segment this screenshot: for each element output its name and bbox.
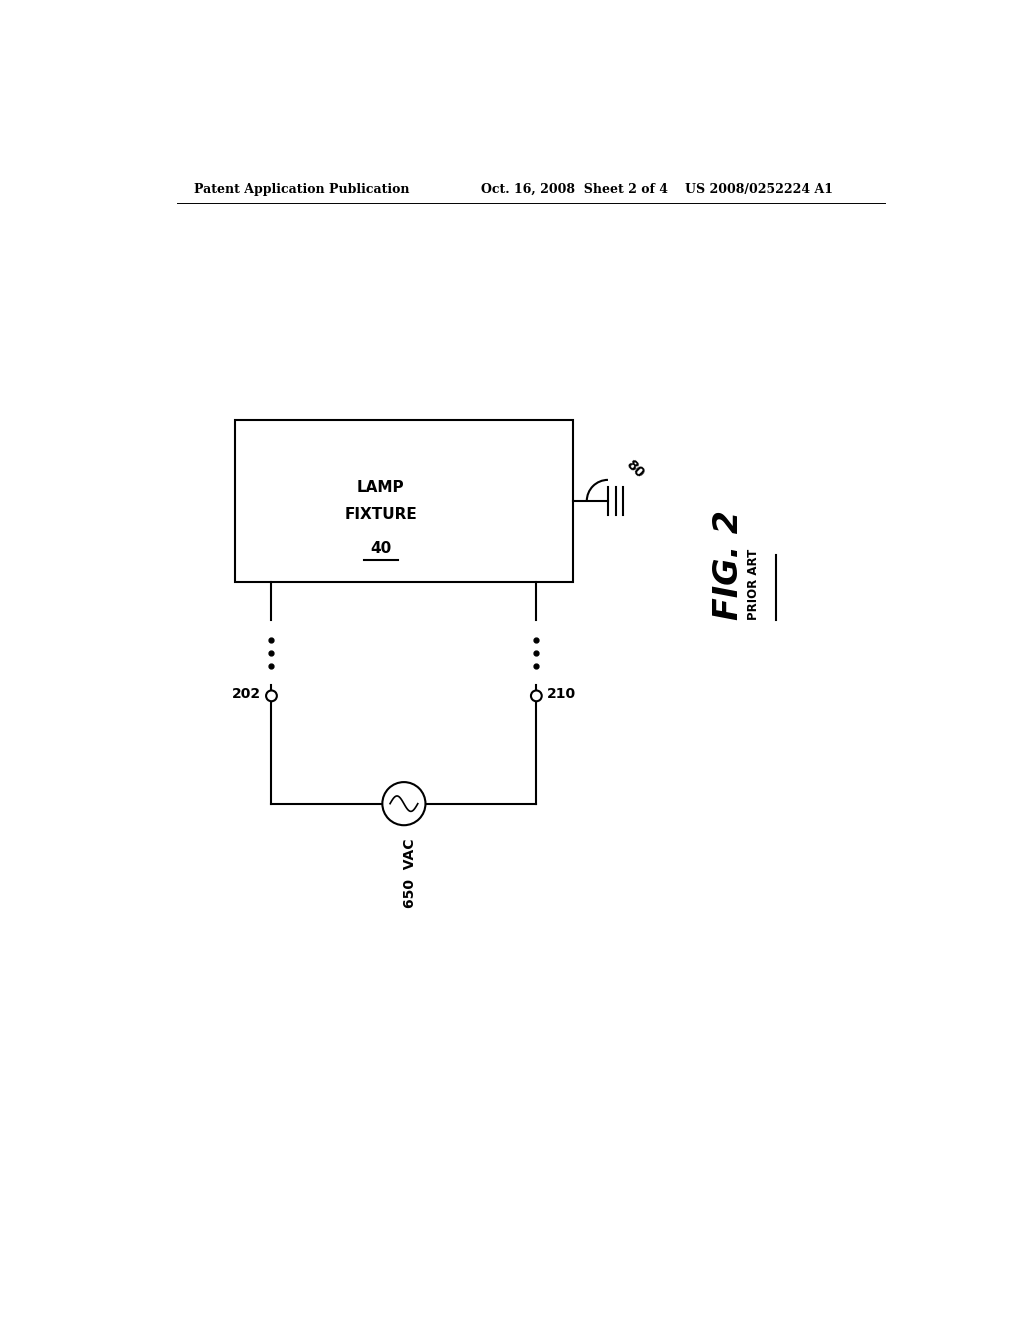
Circle shape	[531, 690, 542, 701]
Text: Patent Application Publication: Patent Application Publication	[194, 183, 410, 197]
Circle shape	[382, 781, 425, 825]
Text: FIG. 2: FIG. 2	[712, 511, 744, 620]
Text: US 2008/0252224 A1: US 2008/0252224 A1	[685, 183, 833, 197]
Text: FIXTURE: FIXTURE	[344, 507, 417, 523]
Text: 40: 40	[371, 541, 391, 556]
Text: 80: 80	[624, 457, 647, 480]
Text: Oct. 16, 2008  Sheet 2 of 4: Oct. 16, 2008 Sheet 2 of 4	[481, 183, 668, 197]
Text: PRIOR ART: PRIOR ART	[746, 549, 760, 620]
Bar	[234, 420, 573, 582]
Text: 650  VAC: 650 VAC	[403, 838, 417, 908]
Text: LAMP: LAMP	[357, 479, 404, 495]
Text: 210: 210	[547, 688, 577, 701]
Circle shape	[266, 690, 276, 701]
Text: 202: 202	[231, 688, 261, 701]
